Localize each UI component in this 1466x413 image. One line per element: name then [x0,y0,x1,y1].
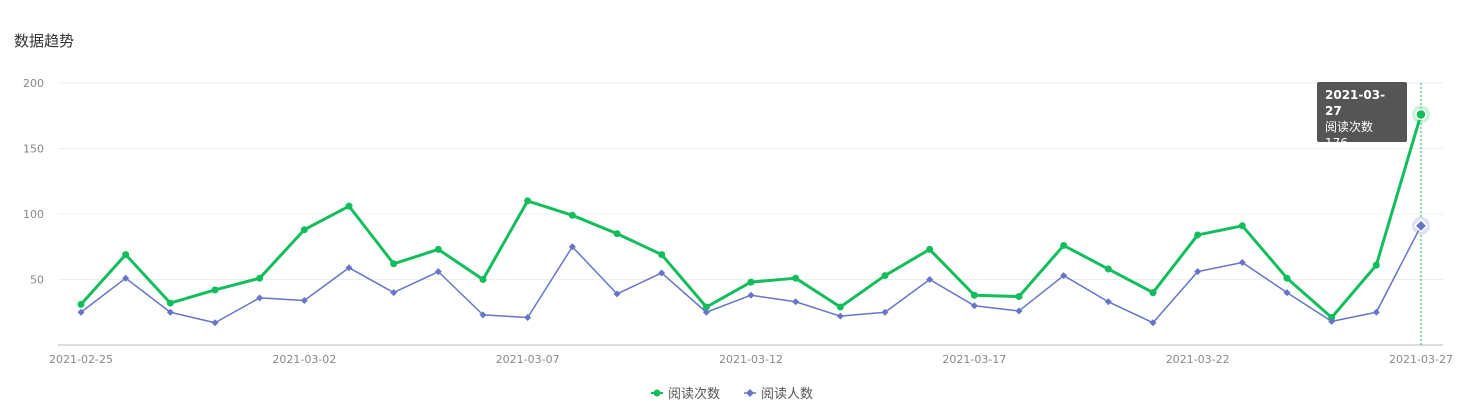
legend-label-reads[interactable]: 阅读次数 [668,386,720,402]
data-point-readers[interactable] [300,296,308,304]
data-point-reads[interactable] [1104,265,1112,273]
legend-marker-reads[interactable] [653,389,661,397]
data-point-readers[interactable] [613,290,621,298]
data-point-readers[interactable] [122,274,130,282]
data-point-reads[interactable] [434,245,442,253]
series-line-readers [80,225,1422,324]
data-point-readers[interactable] [568,243,576,251]
data-point-reads[interactable] [568,211,576,219]
legend-marker-readers[interactable] [746,389,754,397]
data-point-reads[interactable] [1015,293,1023,301]
tooltip-date: 2021-03-27 [1325,88,1386,118]
y-tick-label: 200 [23,77,44,90]
y-tick-label: 150 [23,143,44,156]
data-point-reads[interactable] [1194,231,1202,239]
data-point-readers[interactable] [256,294,264,302]
data-point-readers[interactable] [792,298,800,306]
data-point-reads[interactable] [345,202,353,210]
data-point-reads[interactable] [1060,241,1068,249]
x-tick-label: 2021-02-25 [49,353,113,366]
data-point-readers[interactable] [390,289,398,297]
data-point-reads[interactable] [300,226,308,234]
data-point-reads[interactable] [77,300,85,308]
data-point-reads[interactable] [256,274,264,282]
data-point-readers[interactable] [524,313,532,321]
data-point-readers[interactable] [1372,308,1380,316]
chart-tooltip: 2021-03-27 阅读次数 176 阅读人数 91 [1317,82,1407,166]
data-point-reads[interactable] [836,303,844,311]
data-point-readers[interactable] [479,311,487,319]
data-point-reads[interactable] [211,286,219,294]
x-tick-label: 2021-03-07 [496,353,560,366]
data-point-reads[interactable] [390,260,398,268]
data-point-readers[interactable] [1060,272,1068,280]
data-point-reads[interactable] [166,299,174,307]
data-point-readers[interactable] [211,319,219,327]
x-tick-label: 2021-03-27 [1389,353,1453,366]
data-point-readers[interactable] [702,308,710,316]
data-point-readers[interactable] [434,268,442,276]
data-point-reads[interactable] [479,276,487,283]
y-tick-label: 50 [30,274,44,287]
data-point-readers[interactable] [345,264,353,272]
data-point-reads[interactable] [1149,289,1157,297]
data-point-reads[interactable] [970,291,978,299]
data-point-reads[interactable] [1283,274,1291,282]
x-tick-label: 2021-03-17 [942,353,1006,366]
x-tick-label: 2021-03-12 [719,353,783,366]
data-point-reads[interactable] [1372,261,1380,269]
tooltip-readers: 阅读人数 91 [1325,152,1393,166]
series-line-reads [79,114,1423,319]
data-point-readers[interactable] [77,308,85,316]
y-tick-label: 100 [23,208,44,221]
data-point-readers[interactable] [1104,298,1112,306]
data-point-reads[interactable] [122,251,130,259]
data-point-readers[interactable] [1015,307,1023,315]
data-point-reads[interactable] [1238,222,1246,230]
data-point-reads[interactable] [613,230,621,238]
data-point-readers[interactable] [1149,319,1157,327]
data-point-readers[interactable] [1238,258,1246,266]
x-tick-label: 2021-03-02 [272,353,336,366]
data-point-readers[interactable] [1194,268,1202,276]
data-point-readers[interactable] [970,302,978,310]
data-point-readers[interactable] [1328,317,1336,325]
data-point-reads[interactable] [658,251,666,259]
data-point-readers[interactable] [836,312,844,320]
page-title: 数据趋势 [14,32,75,50]
data-point-reads[interactable] [881,272,889,280]
legend-label-readers[interactable]: 阅读人数 [761,387,813,402]
data-point-reads[interactable] [702,303,710,311]
data-point-reads[interactable] [1328,313,1336,321]
data-point-readers[interactable] [1413,218,1429,233]
data-point-reads[interactable] [792,274,800,282]
data-point-readers[interactable] [881,308,889,316]
data-point-readers[interactable] [658,269,666,277]
data-point-readers[interactable] [747,291,755,299]
data-point-readers[interactable] [926,276,934,283]
x-tick-label: 2021-03-22 [1166,353,1230,366]
data-point-reads[interactable] [1415,108,1427,121]
data-point-readers[interactable] [166,308,174,316]
data-point-reads[interactable] [524,197,532,205]
data-point-reads[interactable] [747,278,755,286]
data-point-reads[interactable] [926,245,934,253]
data-point-readers[interactable] [1283,289,1291,297]
tooltip-reads: 阅读次数 176 [1325,120,1374,150]
